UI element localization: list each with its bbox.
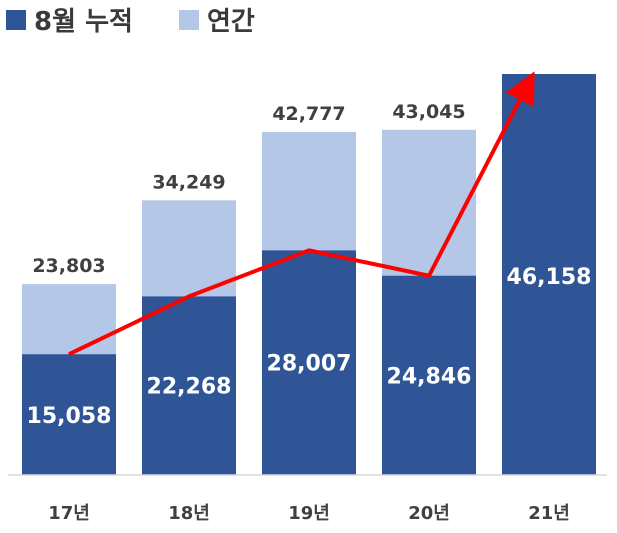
aug-label-3: 24,846	[387, 364, 472, 389]
x-tick-label-4: 21년	[528, 503, 570, 524]
total-label-3: 43,045	[392, 101, 465, 123]
aug-label-1: 22,268	[147, 375, 232, 400]
aug-label-2: 28,007	[267, 352, 352, 377]
total-label-1: 34,249	[152, 171, 225, 193]
total-label-2: 42,777	[272, 103, 345, 125]
legend-label-aug: 8월 누적	[34, 7, 133, 37]
bar-aug-0	[22, 354, 116, 475]
legend: 8월 누적 연간	[6, 7, 255, 37]
x-tick-label-1: 18년	[168, 503, 210, 524]
bar-aug-3	[382, 275, 476, 475]
bar-aug-1	[142, 296, 236, 475]
legend-label-annual: 연간	[207, 7, 255, 37]
bar-aug-2	[262, 250, 356, 475]
aug-label-0: 15,058	[27, 404, 112, 429]
x-tick-label-0: 17년	[48, 503, 90, 524]
legend-swatch-annual	[179, 10, 199, 30]
labels: 23,803 15,058 17년 34,249 22,268 18년 42,777 28,0…	[27, 101, 592, 524]
bars	[22, 74, 596, 476]
trend-line	[68, 71, 535, 357]
bar-aug-4	[502, 74, 596, 475]
aug-label-4: 46,158	[507, 265, 592, 290]
legend-swatch-aug	[6, 10, 26, 30]
total-label-0: 23,803	[32, 255, 105, 277]
trend-line-group	[68, 71, 535, 357]
x-tick-label-2: 19년	[288, 503, 330, 524]
x-tick-label-3: 20년	[408, 503, 450, 524]
